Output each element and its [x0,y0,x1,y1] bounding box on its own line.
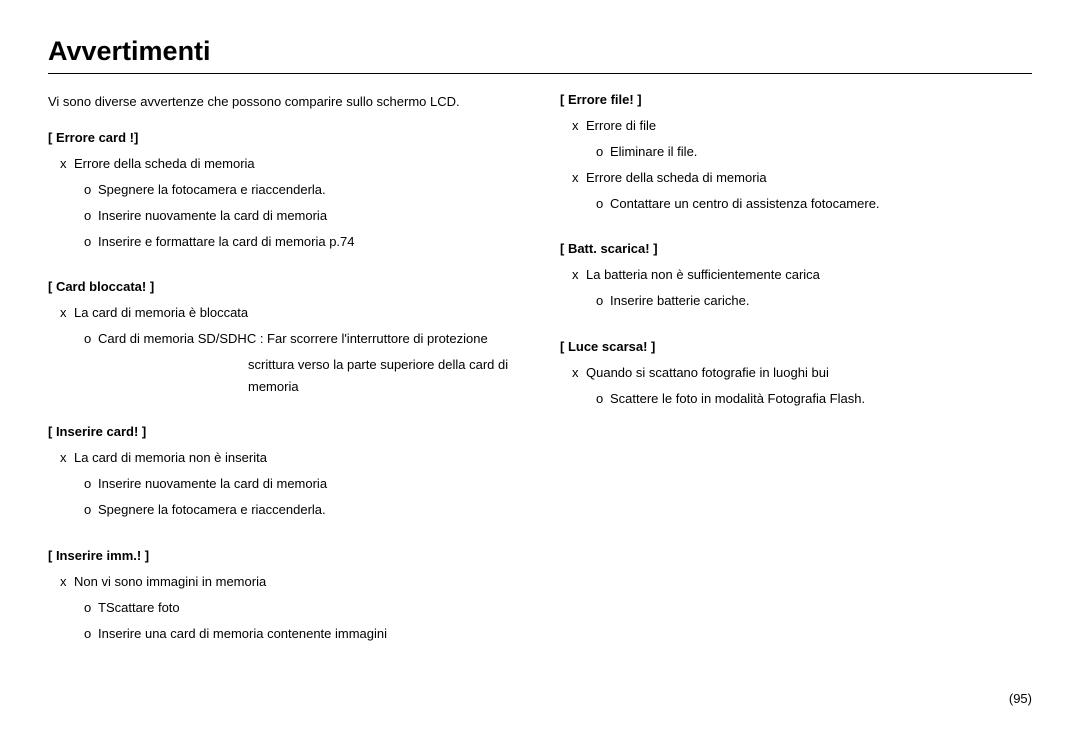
page-number: (95) [1009,691,1032,706]
left-column: Vi sono diverse avvertenze che possono c… [48,92,520,671]
section-errore-card: [ Errore card !] xErrore della scheda di… [48,130,520,253]
remedy-line: oInserire una card di memoria contenente… [84,623,520,645]
cause-line: xLa batteria non è sufficientemente cari… [572,264,1032,286]
intro-text: Vi sono diverse avvertenze che possono c… [48,92,520,112]
remedy-continuation: scrittura verso la parte superiore della… [248,354,520,376]
remedy-line: oInserire nuovamente la card di memoria [84,205,520,227]
section-heading: [ Batt. scarica! ] [560,241,1032,256]
section-heading: [ Inserire imm.! ] [48,548,520,563]
page-title: Avvertimenti [48,36,1032,74]
cause-line: xLa card di memoria non è inserita [60,447,520,469]
remedy-line: oSpegnere la fotocamera e riaccenderla. [84,179,520,201]
remedy-continuation: memoria [248,376,520,398]
section-heading: [ Inserire card! ] [48,424,520,439]
section-card-bloccata: [ Card bloccata! ] xLa card di memoria è… [48,279,520,398]
section-inserire-imm: [ Inserire imm.! ] xNon vi sono immagini… [48,548,520,645]
section-heading: [ Luce scarsa! ] [560,339,1032,354]
columns: Vi sono diverse avvertenze che possono c… [48,92,1032,671]
remedy-line: oScattere le foto in modalità Fotografia… [596,388,1032,410]
remedy-line: oInserire batterie cariche. [596,290,1032,312]
section-inserire-card: [ Inserire card! ] xLa card di memoria n… [48,424,520,521]
page: Avvertimenti Vi sono diverse avvertenze … [0,0,1080,691]
remedy-line: oContattare un centro di assistenza foto… [596,193,1032,215]
cause-line: xNon vi sono immagini in memoria [60,571,520,593]
section-batt-scarica: [ Batt. scarica! ] xLa batteria non è su… [560,241,1032,312]
remedy-line: oInserire nuovamente la card di memoria [84,473,520,495]
remedy-line: oCard di memoria SD/SDHC : Far scorrere … [84,328,520,350]
cause-line: xErrore della scheda di memoria [572,167,1032,189]
section-heading: [ Errore file! ] [560,92,1032,107]
remedy-line: oInserire e formattare la card di memori… [84,231,520,253]
section-heading: [ Errore card !] [48,130,520,145]
section-errore-file: [ Errore file! ] xErrore di file oElimin… [560,92,1032,215]
remedy-line: oEliminare il file. [596,141,1032,163]
remedy-line: oTScattare foto [84,597,520,619]
cause-line: xLa card di memoria è bloccata [60,302,520,324]
cause-line: xQuando si scattano fotografie in luoghi… [572,362,1032,384]
cause-line: xErrore della scheda di memoria [60,153,520,175]
remedy-line: oSpegnere la fotocamera e riaccenderla. [84,499,520,521]
cause-line: xErrore di file [572,115,1032,137]
section-luce-scarsa: [ Luce scarsa! ] xQuando si scattano fot… [560,339,1032,410]
section-heading: [ Card bloccata! ] [48,279,520,294]
right-column: [ Errore file! ] xErrore di file oElimin… [560,92,1032,671]
